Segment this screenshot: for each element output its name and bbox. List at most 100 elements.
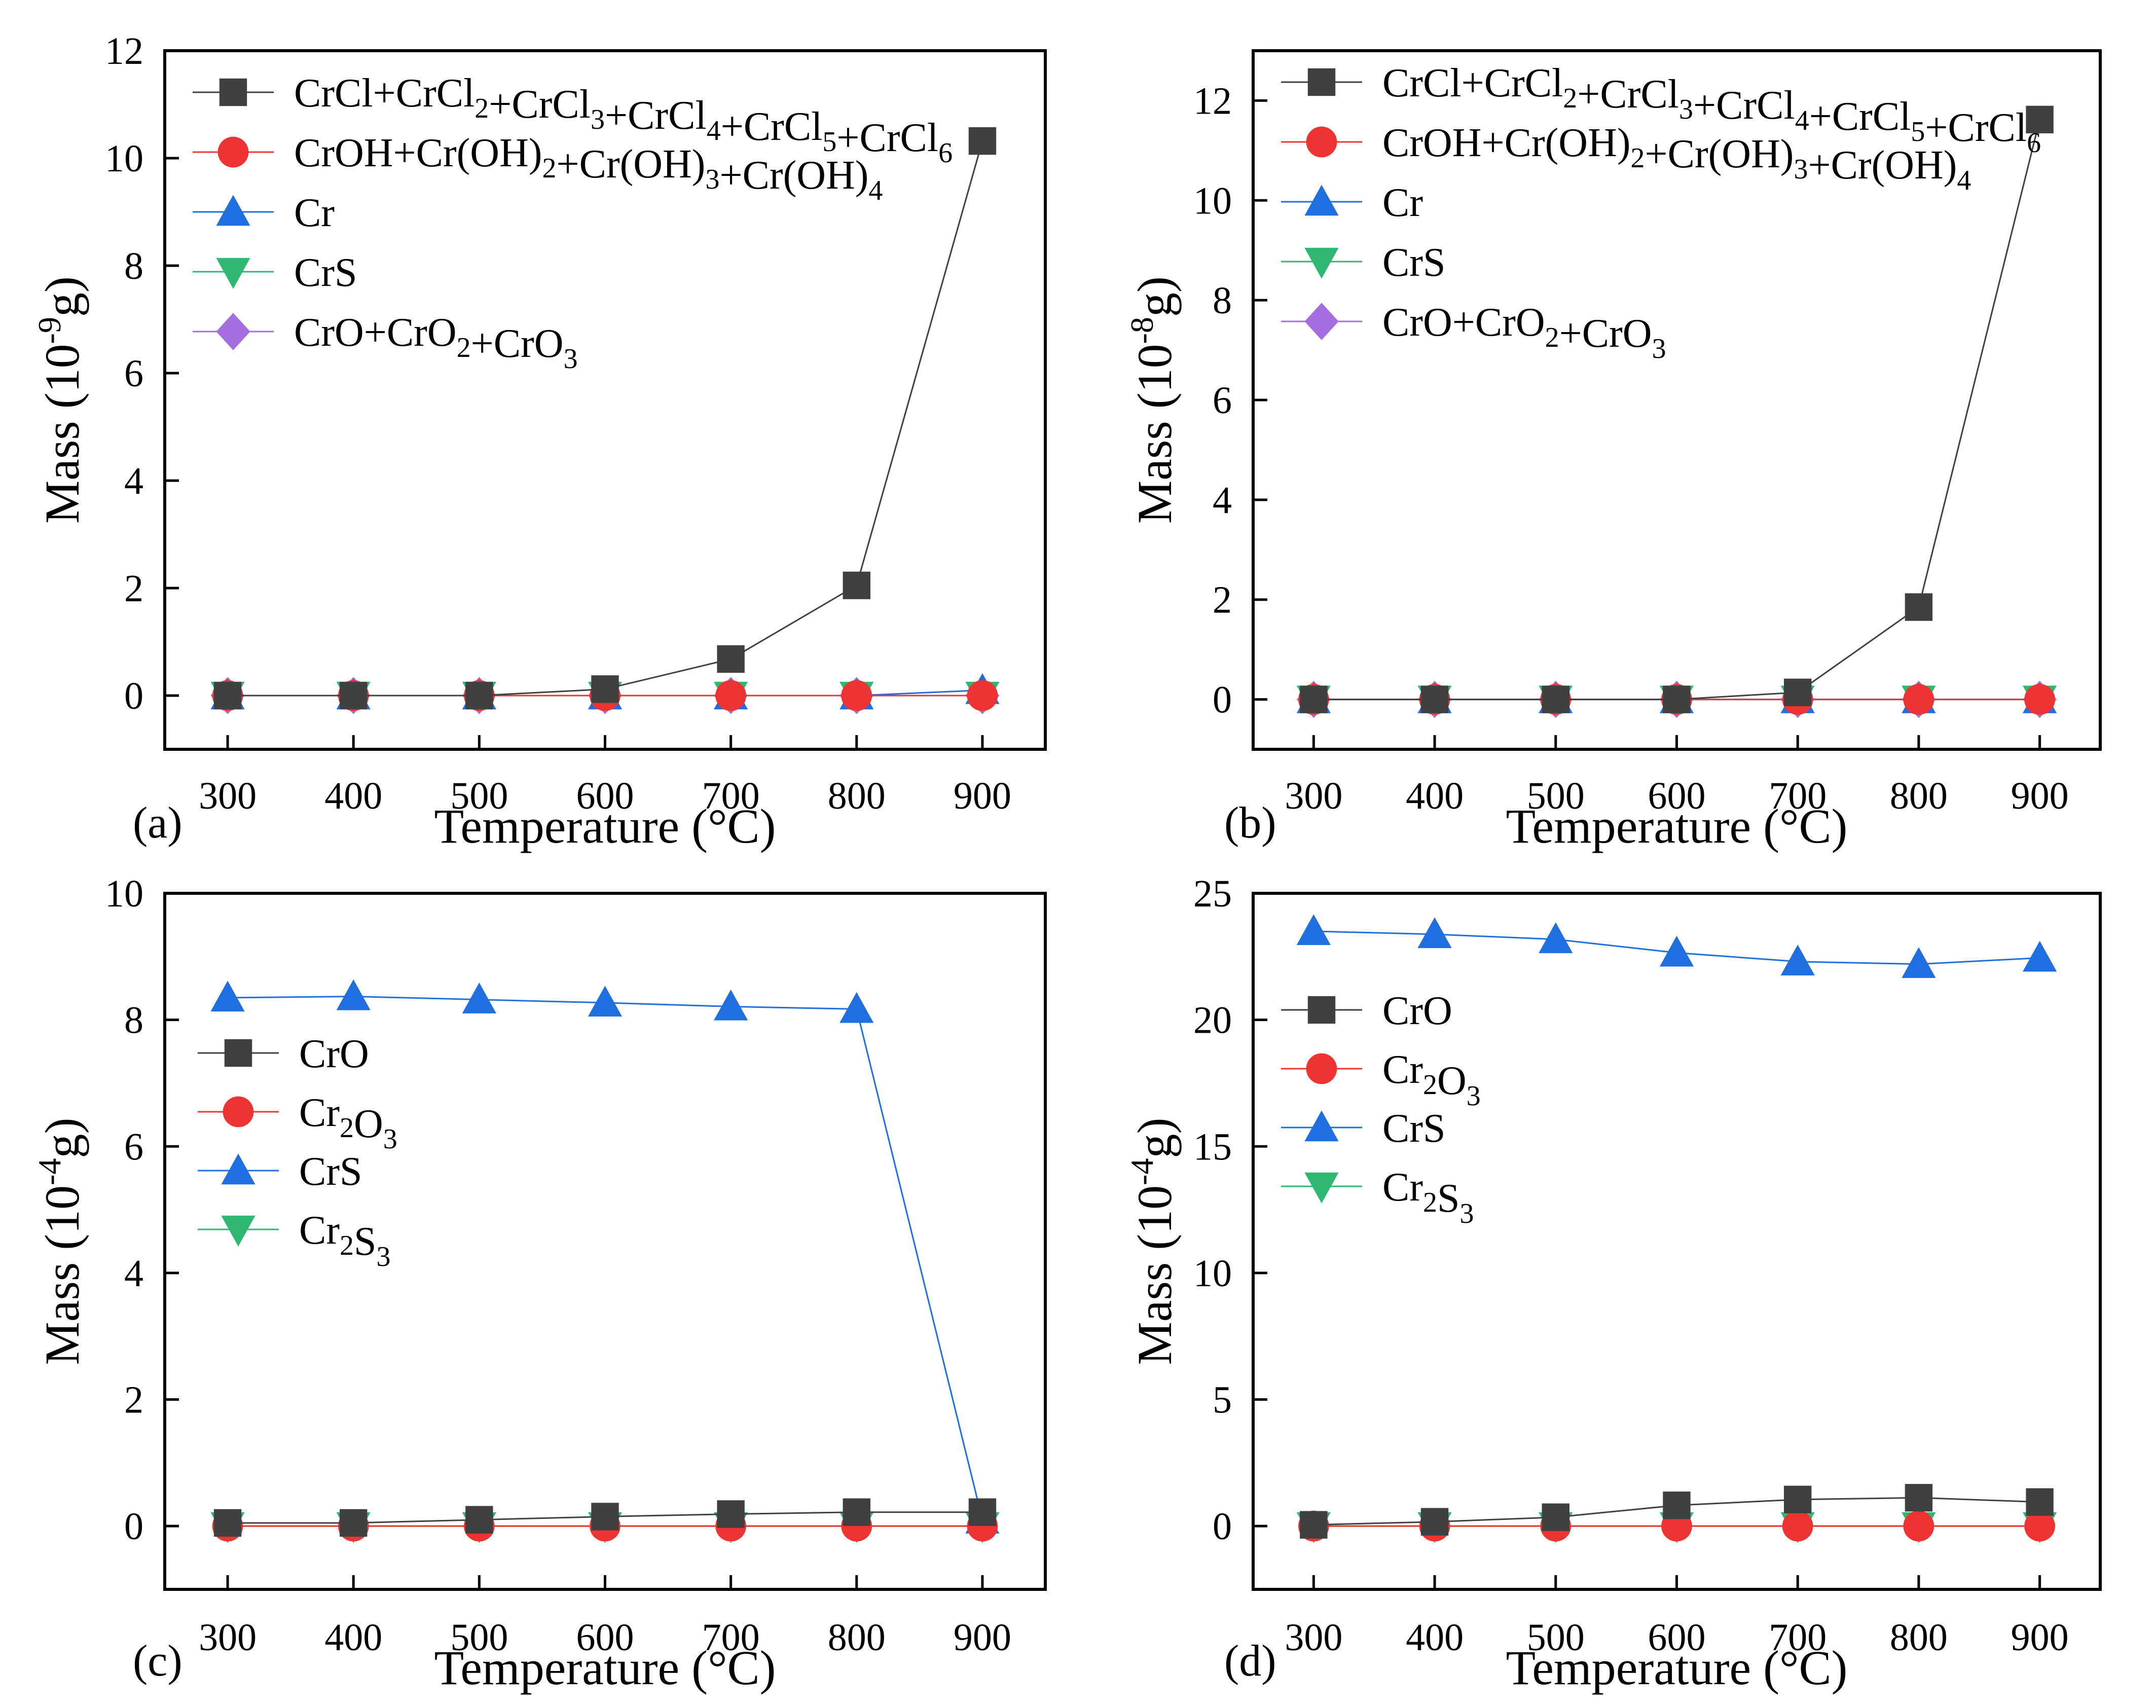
- data-point: [1782, 1510, 1813, 1542]
- legend-subscript: 4: [707, 115, 721, 147]
- y-tick-label: 0: [124, 675, 143, 717]
- x-tick-label: 500: [450, 1616, 508, 1659]
- x-tick-label: 700: [702, 1616, 760, 1659]
- legend-text: +CrCl: [836, 116, 938, 160]
- y-axis-label-unit: g): [35, 1118, 89, 1158]
- x-tick-label: 700: [1769, 775, 1826, 817]
- panel-c: 300 400 500 600 700 800 900 0 2 4 6 8 10 Temperature …: [31, 873, 1047, 1695]
- data-point: [591, 1503, 619, 1531]
- legend-entry: CrOH+Cr(OH)2+Cr(OH)3+Cr(OH)4: [1281, 121, 1971, 196]
- series-0: [1300, 1484, 2054, 1539]
- legend-subscript: 2: [1545, 322, 1559, 353]
- legend-text: Cr: [1382, 180, 1423, 225]
- data-point: [2023, 940, 2057, 972]
- legend-subscript: 2: [457, 332, 471, 364]
- legend-entry: Cr2O3: [198, 1091, 397, 1155]
- x-tick-label: 900: [2011, 775, 2069, 817]
- legend-subscript: 5: [1911, 116, 1925, 148]
- y-axis-label-base: Mass (10: [1127, 1185, 1182, 1365]
- legend-label: CrCl+CrCl2+CrCl3+CrCl4+CrCl5+CrCl6: [294, 71, 953, 169]
- data-point: [213, 681, 242, 710]
- legend-entry: Cr: [1281, 180, 1423, 225]
- data-point: [1905, 1484, 1933, 1512]
- x-tick-label: 800: [828, 775, 886, 817]
- x-tick-label: 400: [324, 1616, 382, 1659]
- y-axis-label-exponent: -4: [1124, 1158, 1160, 1185]
- legend-label: CrOH+Cr(OH)2+Cr(OH)3+Cr(OH)4: [294, 131, 883, 206]
- legend: CrCl+CrCl2+CrCl3+CrCl4+CrCl5+CrCl6CrOH+C…: [1281, 61, 2041, 365]
- legend-label: CrS: [1382, 240, 1446, 285]
- data-point: [462, 983, 496, 1013]
- legend-label: CrO: [299, 1032, 369, 1076]
- x-tick-label: 400: [324, 775, 382, 817]
- legend-label: Cr2O3: [1382, 1047, 1481, 1112]
- legend-text: +CrCl: [721, 104, 823, 149]
- legend-subscript: 2: [542, 153, 557, 184]
- legend-subscript: 3: [705, 164, 719, 195]
- data-point: [1539, 922, 1573, 954]
- data-point: [1784, 678, 1812, 706]
- y-tick-label: 0: [1213, 679, 1232, 721]
- legend-entry: CrS: [193, 250, 357, 295]
- y-tick-label: 2: [124, 567, 143, 610]
- legend-text: Cr: [1382, 1165, 1423, 1210]
- series-0: [213, 127, 997, 710]
- legend-label: CrCl+CrCl2+CrCl3+CrCl4+CrCl5+CrCl6: [1382, 61, 2041, 159]
- data-point: [714, 989, 748, 1021]
- panel-label: (c): [133, 1637, 182, 1686]
- legend-entry: CrCl+CrCl2+CrCl3+CrCl4+CrCl5+CrCl6: [1281, 61, 2041, 159]
- x-axis-label: Temperature (°C): [1506, 799, 1847, 853]
- y-axis-label-exponent: -4: [31, 1158, 67, 1185]
- legend-subscript: 2: [1423, 1069, 1437, 1101]
- legend-subscript: 3: [1794, 154, 1808, 185]
- legend-label: CrO+CrO2+CrO3: [1382, 300, 1666, 365]
- data-point: [1542, 1503, 1569, 1531]
- series-2: [1296, 914, 2057, 978]
- legend-entry: CrOH+Cr(OH)2+Cr(OH)3+Cr(OH)4: [193, 131, 883, 206]
- y-tick-label: 6: [124, 1125, 143, 1168]
- legend-marker: [1306, 126, 1337, 158]
- data-point: [967, 680, 998, 711]
- panel-b: 300 400 500 600 700 800 900 0 2 4 6 8 10 12 Temperatur…: [1124, 49, 2102, 853]
- legend-text: S: [354, 1219, 377, 1264]
- legend-entry: CrS: [1281, 240, 1446, 285]
- data-point: [336, 979, 371, 1010]
- data-point: [1905, 593, 1933, 621]
- y-tick-label: 25: [1193, 873, 1232, 915]
- data-point: [841, 680, 872, 711]
- y-tick-label: 10: [105, 873, 143, 915]
- data-point: [1420, 685, 1449, 713]
- legend-text: +CrO: [471, 321, 564, 366]
- legend-entry: CrO+CrO2+CrO3: [193, 310, 578, 375]
- legend-subscript: 2: [1631, 142, 1645, 174]
- legend-text: Cr: [299, 1208, 340, 1253]
- y-tick-label: 2: [124, 1379, 143, 1422]
- legend-label: Cr: [1382, 180, 1423, 225]
- legend-text: CrO+CrO: [294, 310, 457, 355]
- legend-label: CrO+CrO2+CrO3: [294, 310, 578, 375]
- legend-subscript: 6: [2027, 127, 2041, 159]
- legend-text: +Cr(OH): [1808, 143, 1957, 188]
- legend-text: Cr: [294, 191, 335, 235]
- data-point: [1420, 1508, 1449, 1536]
- legend-marker: [216, 313, 250, 350]
- legend-label: CrS: [299, 1149, 362, 1194]
- x-tick-label: 700: [702, 775, 760, 817]
- legend-text: S: [1437, 1176, 1460, 1221]
- data-point: [1296, 914, 1331, 946]
- legend-entry: CrS: [1281, 1106, 1446, 1151]
- legend-label: Cr: [294, 191, 335, 235]
- legend-text: +Cr(OH): [719, 153, 868, 198]
- data-point: [1659, 935, 1694, 967]
- legend-marker: [1307, 996, 1336, 1024]
- legend-text: O: [354, 1102, 383, 1146]
- panel-a: 300 400 500 600 700 800 900 0 2 4 6 8 10 12 Temperatur…: [31, 30, 1047, 853]
- legend-text: +CrCl: [1809, 94, 1911, 139]
- data-point: [2026, 1488, 2054, 1516]
- data-point: [340, 681, 368, 710]
- y-tick-label: 6: [1213, 379, 1232, 422]
- panel-label: (a): [133, 798, 182, 848]
- legend-text: CrS: [299, 1149, 362, 1194]
